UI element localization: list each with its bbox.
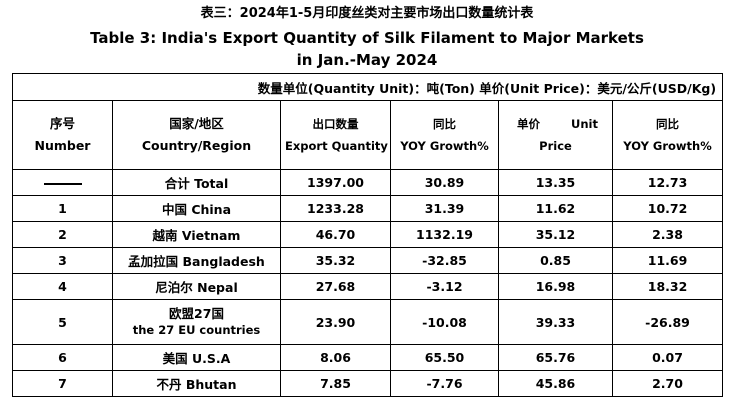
row-country: 合计 Total [112, 169, 281, 196]
row-country: 孟加拉国 Bangladesh [112, 247, 281, 274]
table-row-total: 合计 Total 1397.00 30.89 13.35 12.73 [12, 169, 724, 196]
header-yoy-price-cn: 同比 [656, 117, 680, 131]
header-yoy-quantity-cn: 同比 [433, 117, 456, 131]
row-unit-price: 39.33 [498, 299, 613, 345]
header-yoy-quantity: 同比 YOY Growth% [390, 100, 499, 170]
row-unit-price: 45.86 [498, 370, 613, 397]
title-period: in Jan.-May 2024 [296, 51, 438, 69]
row-unit-price: 65.76 [498, 344, 613, 371]
row-unit-price: 11.62 [498, 195, 613, 222]
row-number: 5 [12, 299, 113, 345]
header-yoy-price-en: YOY Growth% [623, 139, 712, 153]
row-yoy-price: 2.70 [611, 370, 724, 397]
export-table: 数量单位(Quantity Unit)：吨(Ton) 单价(Unit Price… [11, 73, 724, 397]
row-country: 不丹 Bhutan [112, 370, 281, 397]
row-yoy-price: 0.07 [611, 344, 724, 371]
row-yoy-quantity: 65.50 [390, 344, 499, 371]
row-quantity: 1397.00 [280, 169, 391, 196]
header-unit-price-en-1: Unit [571, 117, 598, 131]
table-row: 1 中国 China 1233.28 31.39 11.62 10.72 [12, 195, 724, 222]
header-unit-price-en-2: Price [539, 139, 572, 153]
table-row: 3 孟加拉国 Bangladesh 35.32 -32.85 0.85 11.6… [12, 247, 724, 274]
row-quantity: 8.06 [280, 344, 391, 371]
row-yoy-quantity: 30.89 [390, 169, 499, 196]
row-yoy-price: 12.73 [611, 169, 724, 196]
row-country: 尼泊尔 Nepal [112, 273, 281, 300]
row-country-cn: 欧盟27国 [169, 306, 224, 321]
row-yoy-quantity: -10.08 [390, 299, 499, 345]
row-yoy-quantity: -32.85 [390, 247, 499, 274]
row-country: 欧盟27国 the 27 EU countries [112, 299, 281, 345]
row-yoy-quantity: -3.12 [390, 273, 499, 300]
row-number: 6 [12, 344, 113, 371]
header-yoy-quantity-en: YOY Growth% [400, 139, 489, 153]
unit-row: 数量单位(Quantity Unit)：吨(Ton) 单价(Unit Price… [11, 73, 724, 101]
header-quantity-cn: 出口数量 [312, 117, 359, 131]
table-row: 7 不丹 Bhutan 7.85 -7.76 45.86 2.70 [12, 370, 724, 397]
row-number: 4 [12, 273, 113, 300]
row-unit-price: 16.98 [498, 273, 613, 300]
row-yoy-quantity: 31.39 [390, 195, 499, 222]
row-quantity: 27.68 [280, 273, 391, 300]
dash-mark [43, 182, 82, 185]
title-chinese: 表三：2024年1-5月印度丝类对主要市场出口数量统计表 [200, 6, 534, 21]
header-country-cn: 国家/地区 [169, 116, 224, 131]
header-row: 序号 Number 国家/地区 Country/Region 出口数量 Expo… [12, 100, 724, 170]
row-quantity: 46.70 [280, 221, 391, 248]
row-quantity: 23.90 [280, 299, 391, 345]
title-english: Table 3: India's Export Quantity of Silk… [90, 29, 644, 47]
header-quantity: 出口数量 Export Quantity [280, 100, 391, 170]
row-number [12, 169, 113, 196]
row-country-en: the 27 EU countries [132, 323, 261, 337]
row-yoy-price: 10.72 [611, 195, 724, 222]
row-quantity: 7.85 [280, 370, 391, 397]
row-country: 中国 China [112, 195, 281, 222]
table-row: 4 尼泊尔 Nepal 27.68 -3.12 16.98 18.32 [12, 273, 724, 300]
row-unit-price: 13.35 [498, 169, 613, 196]
header-country: 国家/地区 Country/Region [112, 100, 281, 170]
header-country-en: Country/Region [141, 138, 252, 153]
unit-note: 数量单位(Quantity Unit)：吨(Ton) 单价(Unit Price… [11, 73, 724, 101]
row-number: 3 [12, 247, 113, 274]
row-yoy-quantity: 1132.19 [390, 221, 499, 248]
row-number: 7 [12, 370, 113, 397]
row-unit-price: 35.12 [498, 221, 613, 248]
header-yoy-price: 同比 YOY Growth% [611, 100, 724, 170]
row-yoy-quantity: -7.76 [390, 370, 499, 397]
table-row: 6 美国 U.S.A 8.06 65.50 65.76 0.07 [12, 344, 724, 371]
table-row: 2 越南 Vietnam 46.70 1132.19 35.12 2.38 [12, 221, 724, 248]
row-unit-price: 0.85 [498, 247, 613, 274]
row-yoy-price: 2.38 [611, 221, 724, 248]
header-unit-price: 单价 Unit Price [498, 100, 613, 170]
row-yoy-price: 11.69 [611, 247, 724, 274]
row-quantity: 35.32 [280, 247, 391, 274]
header-number: 序号 Number [12, 100, 113, 170]
header-quantity-en: Export Quantity [285, 139, 388, 153]
row-number: 2 [12, 221, 113, 248]
table-row: 5 欧盟27国 the 27 EU countries 23.90 -10.08… [12, 299, 724, 345]
row-quantity: 1233.28 [280, 195, 391, 222]
header-number-en: Number [34, 138, 91, 153]
row-number: 1 [12, 195, 113, 222]
header-number-cn: 序号 [49, 116, 75, 131]
row-country: 越南 Vietnam [112, 221, 281, 248]
row-country: 美国 U.S.A [112, 344, 281, 371]
header-unit-price-cn: 单价 [517, 117, 540, 131]
row-yoy-price: 18.32 [611, 273, 724, 300]
row-yoy-price: -26.89 [611, 299, 724, 345]
